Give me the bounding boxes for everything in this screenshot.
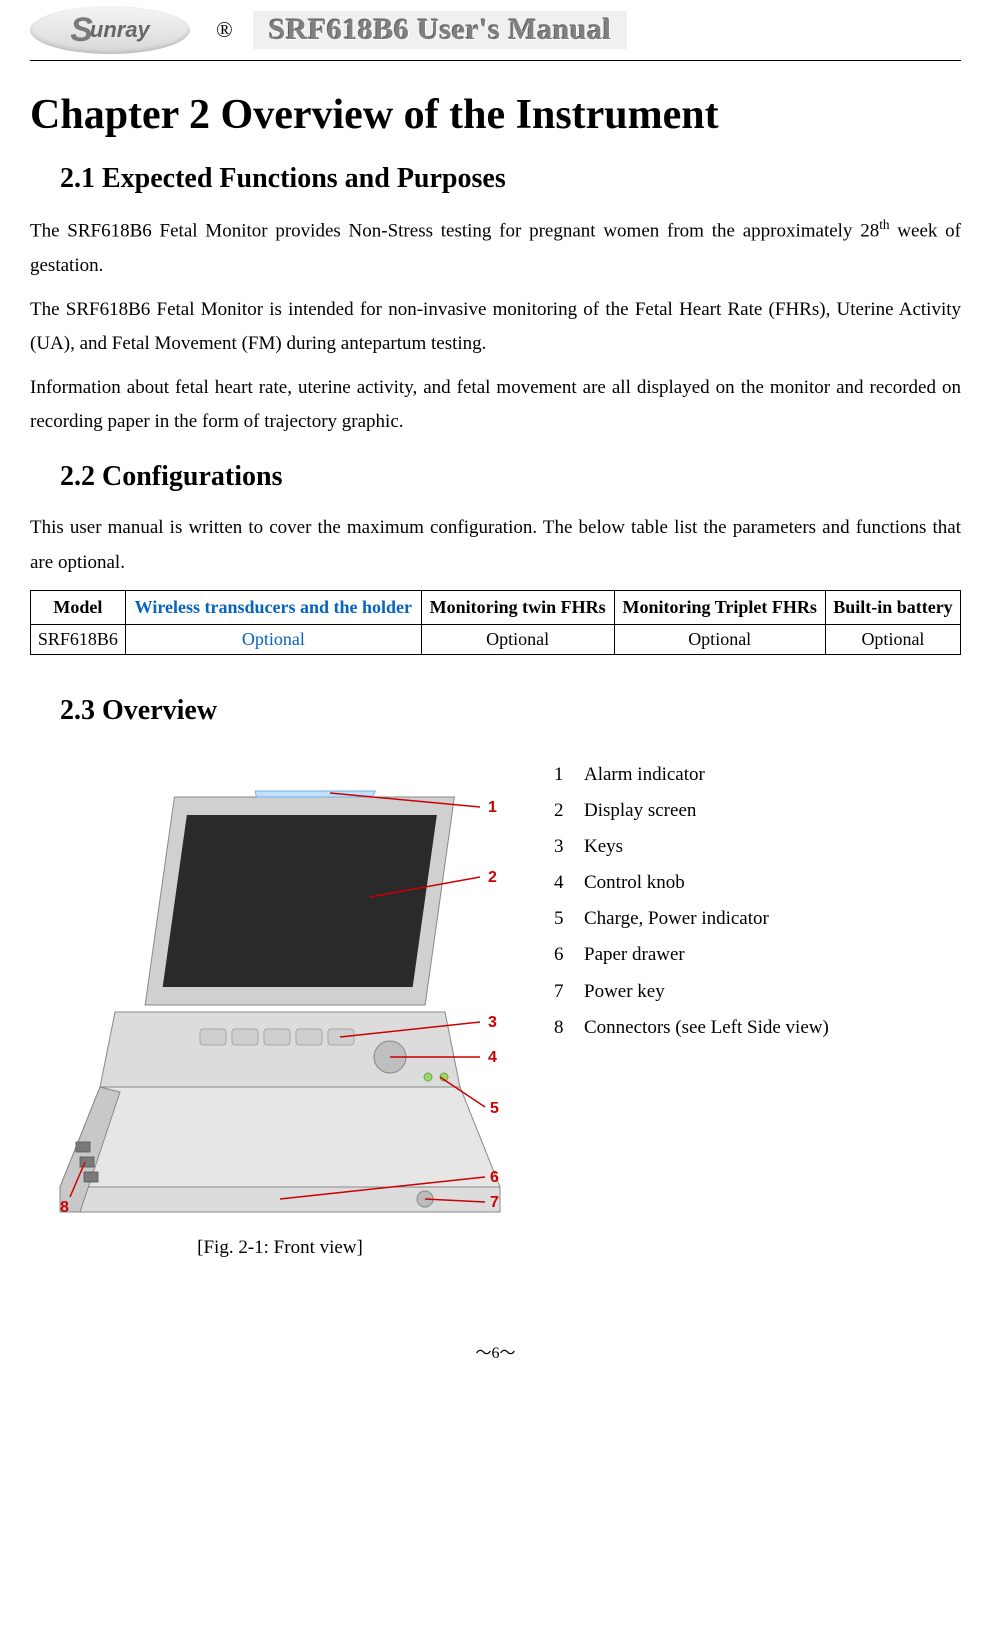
legend-label: Display screen xyxy=(584,793,696,829)
configurations-table: Model Wireless transducers and the holde… xyxy=(30,590,961,655)
legend-label: Paper drawer xyxy=(584,937,685,973)
th-triplet: Monitoring Triplet FHRs xyxy=(614,590,825,624)
section-2-1-paragraph-3: Information about fetal heart rate, uter… xyxy=(30,371,961,439)
legend-item: 1 Alarm indicator xyxy=(554,757,961,793)
page-number: ～6～ xyxy=(30,1339,961,1363)
figure-column: 1 2 3 4 5 6 7 8 [Fig. 2-1: Front view] xyxy=(30,757,530,1259)
section-2-2-paragraph-1: This user manual is written to cover the… xyxy=(30,511,961,579)
device-key xyxy=(200,1029,226,1045)
page-header: S unray ® SRF618B6 User's Manual xyxy=(30,0,961,61)
section-2-1-paragraph-2: The SRF618B6 Fetal Monitor is intended f… xyxy=(30,293,961,361)
legend-number: 1 xyxy=(554,757,584,793)
legend-column: 1 Alarm indicator 2 Display screen 3 Key… xyxy=(554,757,961,1259)
device-key xyxy=(296,1029,322,1045)
th-twin: Monitoring twin FHRs xyxy=(421,590,614,624)
connector-port xyxy=(80,1157,94,1167)
legend-number: 7 xyxy=(554,974,584,1010)
logo-text-rest: unray xyxy=(90,17,150,43)
overview-layout: 1 2 3 4 5 6 7 8 [Fig. 2-1: Front view] 1… xyxy=(30,757,961,1259)
connector-port xyxy=(84,1172,98,1182)
figure-caption: [Fig. 2-1: Front view] xyxy=(197,1237,363,1259)
registered-mark: ® xyxy=(216,17,233,43)
td-model: SRF618B6 xyxy=(31,625,126,655)
device-base xyxy=(60,1087,500,1187)
callout-number: 3 xyxy=(488,1014,497,1031)
callout-number: 2 xyxy=(488,869,497,886)
legend-label: Charge, Power indicator xyxy=(584,901,769,937)
legend-label: Alarm indicator xyxy=(584,757,705,793)
callout-number: 8 xyxy=(60,1199,69,1216)
legend-item: 4 Control knob xyxy=(554,865,961,901)
legend-number: 3 xyxy=(554,829,584,865)
legend-number: 2 xyxy=(554,793,584,829)
legend-number: 4 xyxy=(554,865,584,901)
callout-number: 6 xyxy=(490,1169,499,1186)
legend-label: Connectors (see Left Side view) xyxy=(584,1010,829,1046)
legend-label: Keys xyxy=(584,829,623,865)
chapter-title: Chapter 2 Overview of the Instrument xyxy=(30,91,961,139)
td-twin: Optional xyxy=(421,625,614,655)
callout-number: 1 xyxy=(488,799,497,816)
p1-sup: th xyxy=(879,217,889,232)
th-battery: Built-in battery xyxy=(825,590,960,624)
device-screen xyxy=(163,815,437,987)
legend-label: Power key xyxy=(584,974,665,1010)
section-2-3-heading: 2.3 Overview xyxy=(60,695,961,727)
td-battery: Optional xyxy=(825,625,960,655)
legend-label: Control knob xyxy=(584,865,685,901)
section-2-1-heading: 2.1 Expected Functions and Purposes xyxy=(60,163,961,195)
legend-number: 6 xyxy=(554,937,584,973)
legend-number: 8 xyxy=(554,1010,584,1046)
th-model: Model xyxy=(31,590,126,624)
td-triplet: Optional xyxy=(614,625,825,655)
device-front-view-figure: 1 2 3 4 5 6 7 8 xyxy=(30,757,530,1227)
connector-port xyxy=(76,1142,90,1152)
legend-item: 2 Display screen xyxy=(554,793,961,829)
legend-item: 7 Power key xyxy=(554,974,961,1010)
legend-number: 5 xyxy=(554,901,584,937)
legend-item: 8 Connectors (see Left Side view) xyxy=(554,1010,961,1046)
device-key xyxy=(232,1029,258,1045)
callout-number: 5 xyxy=(490,1100,499,1117)
device-key xyxy=(264,1029,290,1045)
section-2-1-paragraph-1: The SRF618B6 Fetal Monitor provides Non-… xyxy=(30,213,961,283)
callout-number: 4 xyxy=(488,1049,497,1066)
table-header-row: Model Wireless transducers and the holde… xyxy=(31,590,961,624)
brand-logo: S unray xyxy=(30,6,190,54)
legend-item: 5 Charge, Power indicator xyxy=(554,901,961,937)
callout-number: 7 xyxy=(490,1194,499,1211)
section-2-2-heading: 2.2 Configurations xyxy=(60,461,961,493)
th-wireless: Wireless transducers and the holder xyxy=(125,590,421,624)
table-row: SRF618B6 Optional Optional Optional Opti… xyxy=(31,625,961,655)
p1-pre: The SRF618B6 Fetal Monitor provides Non-… xyxy=(30,220,879,241)
manual-title: SRF618B6 User's Manual xyxy=(253,11,628,49)
device-deck xyxy=(100,1012,460,1087)
device-charge-led xyxy=(424,1073,432,1081)
td-wireless: Optional xyxy=(125,625,421,655)
legend-item: 6 Paper drawer xyxy=(554,937,961,973)
legend-item: 3 Keys xyxy=(554,829,961,865)
